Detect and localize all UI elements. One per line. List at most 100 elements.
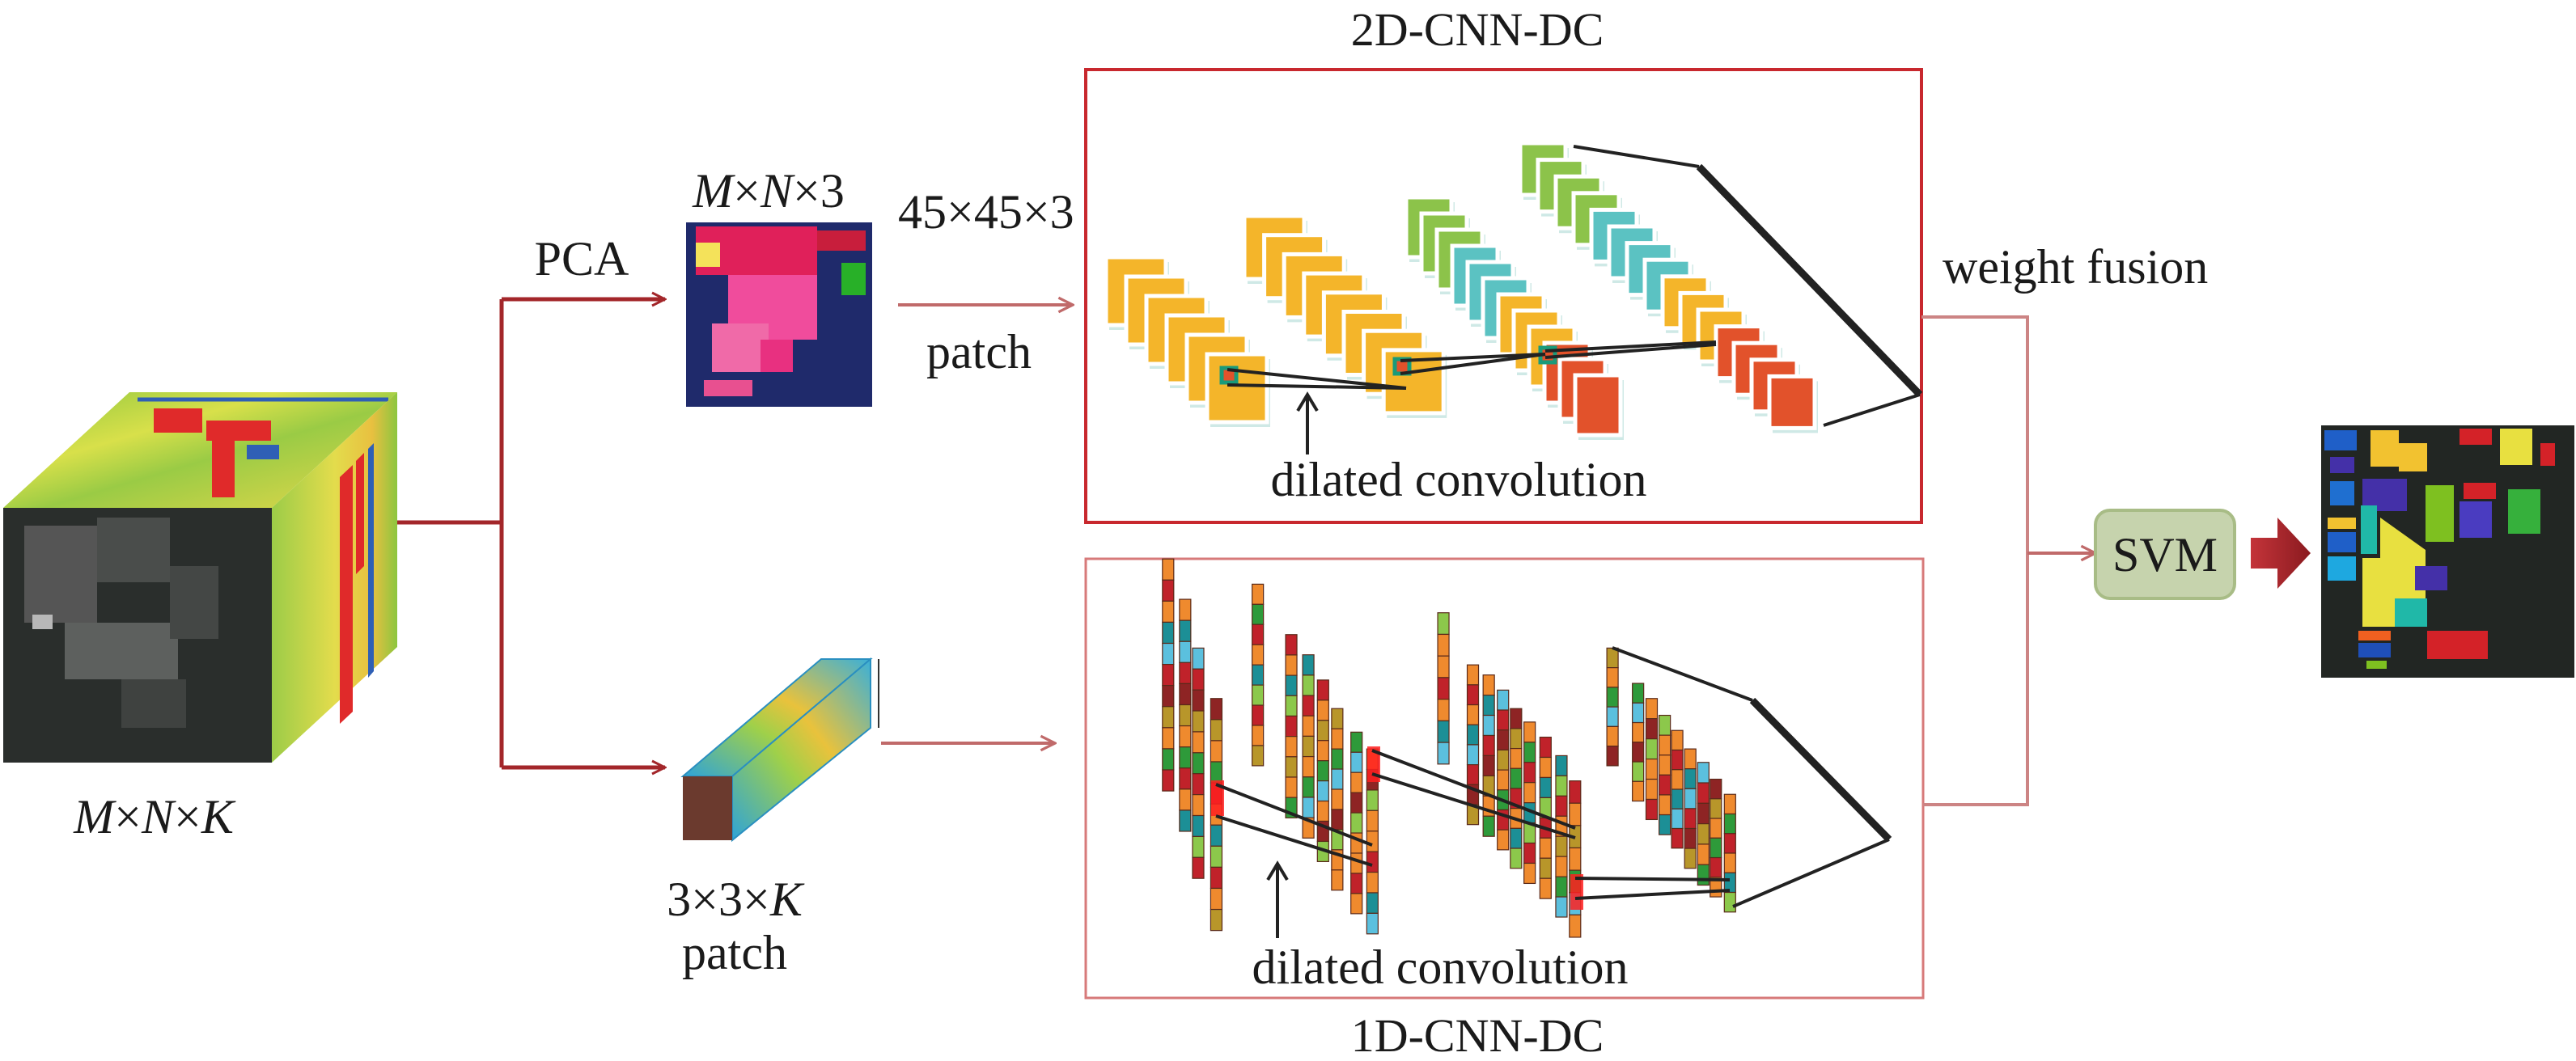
feature-cell: [1606, 667, 1619, 688]
feature-cell: [1697, 762, 1710, 784]
feature-cell: [1684, 788, 1697, 809]
feature-cell: [1316, 720, 1329, 742]
feature-column: [1466, 664, 1480, 826]
feature-cell: [1302, 776, 1315, 798]
feature-cell: [1162, 685, 1175, 708]
feature-cell: [1684, 848, 1697, 869]
spectral-patch-bar-image: [680, 657, 879, 843]
feature-column: [1162, 558, 1175, 792]
feature-cell: [1252, 664, 1265, 686]
feature-cell: [1210, 887, 1223, 911]
feature-map-stack-2: [1242, 213, 1447, 418]
feature-cell: [1510, 708, 1523, 729]
feature-cell: [1671, 788, 1684, 809]
feature-cell: [1179, 619, 1192, 642]
feature-column: [1606, 647, 1619, 767]
feature-cell: [1723, 891, 1736, 913]
feature-cell: [1632, 683, 1645, 704]
feature-map: [1767, 374, 1817, 430]
feature-cell: [1331, 748, 1344, 770]
feature-cell: [1684, 768, 1697, 789]
feature-cell: [1350, 751, 1363, 773]
convolution-link: [1227, 383, 1407, 390]
feature-cell: [1437, 612, 1450, 636]
feature-cell: [1350, 771, 1363, 793]
feature-cell: [1285, 634, 1298, 656]
feature-column: [1645, 698, 1659, 821]
feature-cell: [1331, 809, 1344, 831]
feature-cell: [1684, 748, 1697, 770]
feature-cell: [1192, 710, 1205, 733]
feature-column: [1350, 731, 1363, 915]
feature-cell: [1285, 654, 1298, 676]
feature-cell: [1710, 798, 1722, 819]
feature-cell: [1645, 698, 1659, 720]
feature-cell: [1539, 877, 1552, 899]
feature-cell: [1179, 704, 1192, 727]
feature-cell: [1331, 869, 1344, 891]
feature-cell: [1192, 773, 1205, 796]
feature-cell: [1316, 740, 1329, 762]
feature-cell: [1316, 800, 1329, 822]
feature-cell: [1192, 689, 1205, 712]
feature-column: [1497, 689, 1510, 851]
feature-column: [1482, 674, 1495, 837]
feature-cell: [1350, 893, 1363, 915]
feature-column: [1302, 654, 1315, 839]
feature-cell: [1555, 775, 1568, 797]
1d-dilated-arrow: [1266, 860, 1289, 938]
feature-column: [1192, 647, 1205, 879]
feature-cell: [1539, 776, 1552, 799]
feature-cell: [1632, 721, 1645, 743]
feature-cell: [1252, 644, 1265, 666]
feature-cell: [1210, 719, 1223, 742]
feature-cell: [1539, 857, 1552, 879]
feature-cell: [1697, 843, 1710, 865]
feature-cell: [1179, 767, 1192, 790]
feature-cell: [1523, 862, 1536, 885]
feature-cell: [1466, 664, 1480, 686]
feature-column: [1285, 634, 1298, 818]
feature-cell: [1723, 833, 1736, 854]
feature-cell: [1252, 704, 1265, 726]
feature-cell: [1179, 640, 1192, 663]
feature-column: [1179, 598, 1192, 832]
feature-cell: [1252, 684, 1265, 706]
2d-dilated-convolution-label: dilated convolution: [1271, 453, 1647, 506]
feature-cell: [1192, 794, 1205, 817]
convolution-link: [1215, 814, 1373, 867]
feature-cell: [1482, 815, 1495, 837]
feature-cell: [1350, 812, 1363, 834]
feature-cell: [1466, 724, 1480, 746]
feature-cell: [1302, 715, 1315, 738]
convolution-link: [1400, 353, 1546, 375]
feature-cell: [1539, 837, 1552, 859]
dense-link: [1612, 646, 1753, 702]
feature-cell: [1510, 767, 1523, 789]
feature-cell: [1466, 744, 1480, 766]
feature-cell: [1179, 598, 1192, 621]
feature-cell: [1162, 558, 1175, 581]
pca-reduced-image: [686, 222, 872, 407]
svm-node: SVM: [2094, 509, 2236, 600]
feature-cell: [1192, 647, 1205, 670]
feature-cell: [1210, 908, 1223, 932]
dense-layer: [1749, 697, 1892, 843]
feature-cell: [1302, 735, 1315, 758]
feature-cell: [1302, 674, 1315, 696]
feature-cell: [1523, 782, 1536, 804]
feature-cell: [1285, 756, 1298, 778]
feature-cell: [1366, 851, 1379, 873]
feature-cell: [1302, 695, 1315, 716]
feature-column: [1555, 755, 1568, 918]
feature-cell: [1350, 731, 1363, 753]
feature-cell: [1162, 663, 1175, 687]
feature-cell: [1210, 845, 1223, 868]
feature-cell: [1482, 714, 1495, 737]
feature-cell: [1162, 621, 1175, 645]
cube-dimensions-label: M×N×K: [73, 790, 236, 843]
feature-cell: [1162, 748, 1175, 771]
feature-cell: [1192, 835, 1205, 858]
feature-cell: [1350, 792, 1363, 814]
feature-column: [1697, 762, 1710, 886]
